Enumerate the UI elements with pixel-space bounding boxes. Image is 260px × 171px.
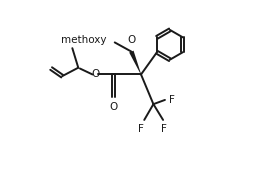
Text: methoxy: methoxy — [61, 35, 106, 45]
Text: O: O — [91, 69, 99, 80]
Text: O: O — [127, 35, 135, 45]
Text: F: F — [169, 95, 174, 105]
Polygon shape — [129, 51, 141, 75]
Text: F: F — [161, 124, 167, 134]
Text: O: O — [110, 102, 118, 112]
Text: F: F — [138, 124, 144, 134]
